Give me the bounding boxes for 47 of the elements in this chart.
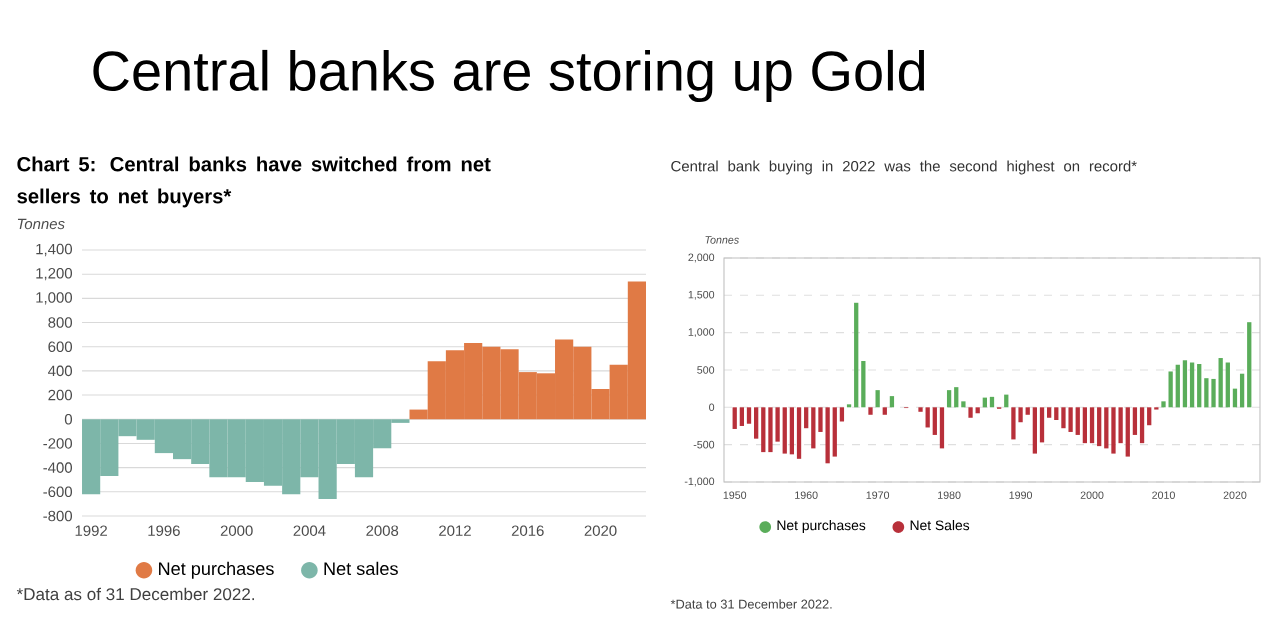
bar bbox=[939, 407, 945, 449]
bar bbox=[968, 407, 973, 418]
bar bbox=[768, 407, 773, 453]
bar bbox=[1111, 407, 1116, 454]
bar bbox=[1068, 407, 1073, 432]
bar bbox=[889, 396, 895, 408]
bar bbox=[789, 407, 795, 455]
bar bbox=[882, 407, 887, 415]
bar bbox=[1225, 362, 1230, 408]
bar bbox=[1032, 407, 1037, 454]
bar bbox=[782, 407, 787, 454]
text: *Data as of 31 December 2022. bbox=[16, 587, 255, 601]
bar bbox=[1168, 371, 1173, 408]
bar bbox=[975, 407, 980, 414]
bar bbox=[1175, 364, 1180, 408]
bar bbox=[1104, 407, 1109, 449]
bar bbox=[1182, 360, 1188, 408]
bar bbox=[946, 390, 952, 408]
bar bbox=[1011, 407, 1016, 440]
legend-label: Net purchases bbox=[159, 561, 274, 579]
bar bbox=[875, 390, 880, 408]
legend-label: Net sales bbox=[324, 561, 398, 576]
bar bbox=[1189, 362, 1195, 408]
bar bbox=[1082, 407, 1088, 444]
bar bbox=[1218, 358, 1223, 408]
bar bbox=[739, 407, 745, 426]
bar bbox=[1125, 407, 1130, 457]
bar bbox=[1061, 407, 1066, 429]
bar bbox=[1139, 407, 1145, 444]
bar bbox=[1089, 407, 1095, 444]
bar bbox=[1075, 407, 1080, 435]
bar bbox=[732, 407, 737, 429]
bar bbox=[1247, 322, 1252, 408]
bar bbox=[1097, 407, 1102, 447]
bar bbox=[832, 407, 837, 457]
bar bbox=[868, 407, 873, 415]
bar bbox=[1054, 407, 1059, 420]
bar bbox=[854, 302, 859, 408]
bar bbox=[954, 387, 959, 408]
bar bbox=[761, 407, 766, 453]
bar bbox=[825, 407, 830, 464]
bar bbox=[811, 407, 816, 449]
text: Central banks are storing up Gold bbox=[93, 49, 925, 103]
bar bbox=[1197, 364, 1202, 408]
chart-subtitle: Chart 5: Central banks have switched from net sellers to net buyers* bbox=[17, 156, 491, 208]
bar bbox=[796, 407, 802, 459]
bar bbox=[925, 407, 930, 428]
